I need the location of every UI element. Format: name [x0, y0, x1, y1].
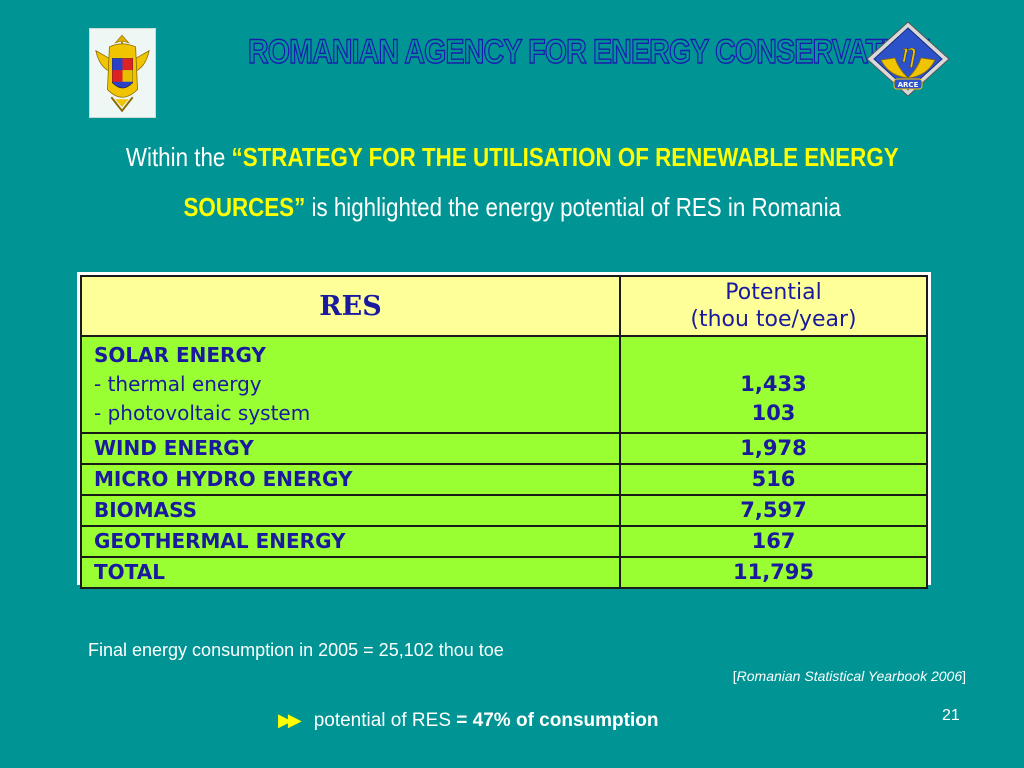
double-arrow-icon: ▶▶ [278, 710, 302, 730]
subtitle-line-1: Within the “STRATEGY FOR THE UTILISATION… [60, 142, 964, 173]
table-header-row: RES Potential (thou toe/year) [80, 275, 928, 337]
solar-values: 1,433 103 [619, 335, 928, 434]
conclusion-line: ▶▶ potential of RES = 47% of consumption [278, 710, 658, 732]
eta-symbol: η [900, 39, 916, 69]
row-name: BIOMASS [80, 494, 621, 527]
solar-name: SOLAR ENERGY [94, 343, 266, 367]
solar-thermal-label: - thermal energy [94, 372, 262, 396]
row-value: 7,597 [619, 494, 928, 527]
conclusion-prefix: potential of RES [313, 710, 457, 731]
final-energy-consumption-note: Final energy consumption in 2005 = 25,10… [88, 640, 504, 660]
header-potential-label: Potential [725, 280, 822, 305]
res-potential-table: RES Potential (thou toe/year) SOLAR ENER… [77, 272, 931, 589]
solar-thermal-value: 1,433 [740, 372, 807, 396]
conclusion-value: = 47% of consumption [456, 710, 659, 731]
total-value: 11,795 [619, 556, 928, 589]
strategy-title-part-1: “STRATEGY FOR THE UTILISATION OF RENEWAB… [231, 142, 899, 172]
solar-pv-label: - photovoltaic system [94, 401, 311, 425]
romanian-coat-of-arms-icon [89, 28, 156, 118]
header-res: RES [80, 275, 621, 337]
row-value: 516 [619, 463, 928, 496]
total-label: TOTAL [80, 556, 621, 589]
slide-number: 21 [942, 707, 960, 724]
strategy-title-part-2: SOURCES” [183, 192, 306, 222]
source-bracket-close: ] [962, 668, 966, 684]
table-row: WIND ENERGY 1,978 [80, 432, 928, 465]
arce-label: ARCE [898, 81, 919, 89]
table-row-solar: SOLAR ENERGY - thermal energy - photovol… [80, 335, 928, 434]
source-bracket-open: [ [732, 668, 737, 684]
source-citation: [Romanian Statistical Yearbook 2006] [733, 668, 966, 684]
subtitle-prefix: Within the [125, 142, 232, 172]
table-row: GEOTHERMAL ENERGY 167 [80, 525, 928, 558]
table-row: MICRO HYDRO ENERGY 516 [80, 463, 928, 496]
header-potential-unit: (thou toe/year) [690, 307, 857, 332]
solar-pv-value: 103 [751, 401, 796, 425]
row-value: 1,978 [619, 432, 928, 465]
agency-title: ROMANIAN AGENCY FOR ENERGY CONSERVATION [247, 32, 931, 71]
table-row: BIOMASS 7,597 [80, 494, 928, 527]
row-name: MICRO HYDRO ENERGY [80, 463, 621, 496]
solar-cell: SOLAR ENERGY - thermal energy - photovol… [80, 335, 621, 434]
table-row-total: TOTAL 11,795 [80, 556, 928, 589]
row-name: WIND ENERGY [80, 432, 621, 465]
row-value: 167 [619, 525, 928, 558]
subtitle-line-2: SOURCES” is highlighted the energy poten… [60, 192, 964, 223]
source-title: Romanian Statistical Yearbook 2006 [736, 668, 963, 684]
row-name: GEOTHERMAL ENERGY [80, 525, 621, 558]
header-potential: Potential (thou toe/year) [619, 275, 928, 337]
arce-logo-icon: η ARCE [865, 20, 951, 98]
subtitle-suffix: is highlighted the energy potential of R… [305, 192, 841, 222]
